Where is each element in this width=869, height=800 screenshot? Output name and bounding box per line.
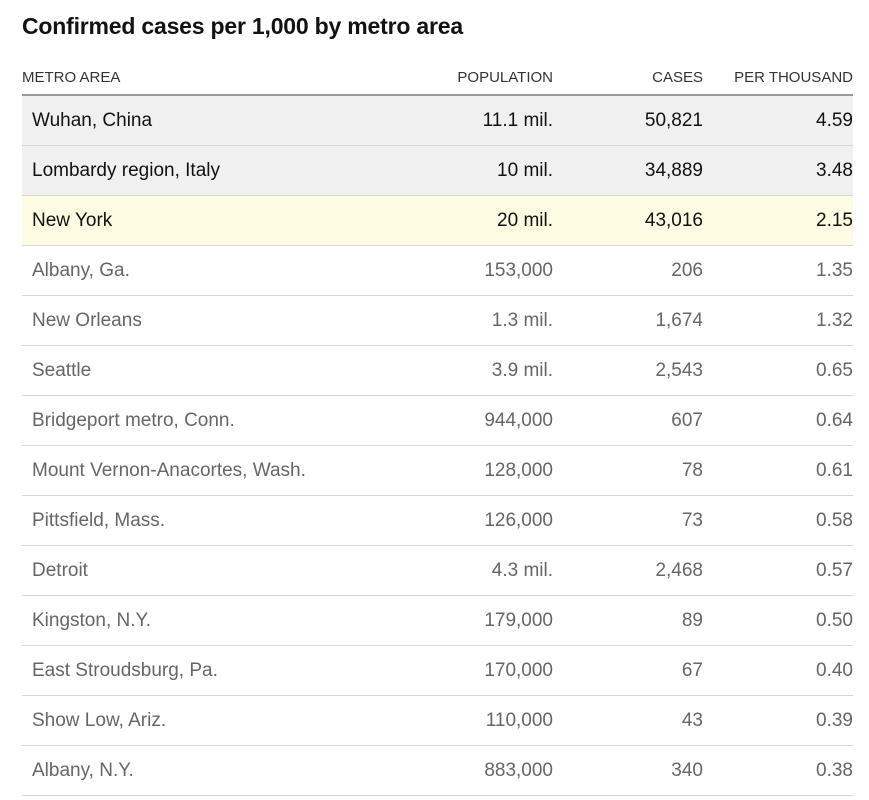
cell-per-thousand: 2.15: [816, 209, 853, 231]
cell-per-thousand: 1.35: [816, 259, 853, 281]
header-metro-area: METRO AREA: [22, 68, 121, 86]
table-row: Detroit 4.3 mil. 2,468 0.57: [22, 546, 853, 596]
cell-metro-area: Wuhan, China: [32, 109, 153, 131]
cell-metro-area: Lombardy region, Italy: [32, 159, 220, 181]
table-row: New Orleans 1.3 mil. 1,674 1.32: [22, 296, 853, 346]
cell-population: 11.1 mil.: [482, 109, 553, 131]
cell-population: 126,000: [484, 509, 553, 531]
table-row: Show Low, Ariz. 110,000 43 0.39: [22, 696, 853, 746]
cell-metro-area: Seattle: [32, 359, 92, 381]
cell-cases: 78: [681, 459, 703, 481]
cell-per-thousand: 0.64: [816, 409, 853, 431]
cell-per-thousand: 4.59: [816, 109, 853, 131]
cell-cases: 73: [681, 509, 703, 531]
header-population: POPULATION: [457, 68, 553, 86]
header-per-thousand: PER THOUSAND: [734, 68, 853, 86]
cell-per-thousand: 1.32: [816, 309, 853, 331]
table-row: Lombardy region, Italy 10 mil. 34,889 3.48: [22, 146, 853, 196]
table-row: Pittsfield, Mass. 126,000 73 0.58: [22, 496, 853, 546]
cell-population: 153,000: [484, 259, 553, 281]
cell-metro-area: East Stroudsburg, Pa.: [32, 659, 218, 681]
cell-population: 3.9 mil.: [491, 359, 553, 381]
cell-per-thousand: 0.58: [816, 509, 853, 531]
cell-population: 179,000: [484, 609, 553, 631]
chart-title: Confirmed cases per 1,000 by metro area: [22, 13, 463, 39]
table-row: Seattle 3.9 mil. 2,543 0.65: [22, 346, 853, 396]
cell-cases: 34,889: [644, 159, 703, 181]
cell-cases: 607: [671, 409, 703, 431]
cell-per-thousand: 0.57: [816, 559, 853, 581]
table-row: Kingston, N.Y. 179,000 89 0.50: [22, 596, 853, 646]
cell-cases: 67: [681, 659, 703, 681]
cell-metro-area: New York: [32, 209, 113, 231]
cell-per-thousand: 0.50: [816, 609, 853, 631]
cell-metro-area: Show Low, Ariz.: [32, 709, 167, 731]
table-row: Bridgeport metro, Conn. 944,000 607 0.64: [22, 396, 853, 446]
table-row: East Stroudsburg, Pa. 170,000 67 0.40: [22, 646, 853, 696]
cell-cases: 340: [671, 759, 703, 781]
cell-population: 10 mil.: [497, 159, 553, 181]
cell-cases: 206: [671, 259, 703, 281]
cell-population: 128,000: [484, 459, 553, 481]
cell-cases: 89: [681, 609, 703, 631]
data-table: METRO AREA POPULATION CASES PER THOUSAND…: [22, 60, 853, 796]
table-header: METRO AREA POPULATION CASES PER THOUSAND: [22, 60, 853, 96]
table-row: Mount Vernon-Anacortes, Wash. 128,000 78 0.…: [22, 446, 853, 496]
cell-metro-area: Albany, Ga.: [32, 259, 130, 281]
cell-population: 1.3 mil.: [491, 309, 553, 331]
cell-metro-area: Pittsfield, Mass.: [32, 509, 166, 531]
table-row: Albany, N.Y. 883,000 340 0.38: [22, 746, 853, 796]
cell-metro-area: Kingston, N.Y.: [32, 609, 152, 631]
cell-per-thousand: 0.65: [816, 359, 853, 381]
cell-population: 944,000: [484, 409, 553, 431]
table-row: Albany, Ga. 153,000 206 1.35: [22, 246, 853, 296]
cell-metro-area: Detroit: [32, 559, 88, 581]
cell-metro-area: New Orleans: [32, 309, 142, 331]
cell-per-thousand: 0.38: [816, 759, 853, 781]
cell-cases: 50,821: [644, 109, 703, 131]
table-row: Wuhan, China 11.1 mil. 50,821 4.59: [22, 96, 853, 146]
cell-metro-area: Albany, N.Y.: [32, 759, 134, 781]
header-cases: CASES: [652, 68, 703, 86]
cell-per-thousand: 0.40: [816, 659, 853, 681]
cell-cases: 43: [681, 709, 703, 731]
cell-per-thousand: 0.61: [816, 459, 853, 481]
cell-population: 4.3 mil.: [491, 559, 553, 581]
cell-per-thousand: 3.48: [816, 159, 853, 181]
cell-cases: 2,468: [655, 559, 703, 581]
cell-population: 20 mil.: [497, 209, 553, 231]
cell-cases: 1,674: [655, 309, 703, 331]
cell-metro-area: Bridgeport metro, Conn.: [32, 409, 235, 431]
table-row: New York 20 mil. 43,016 2.15: [22, 196, 853, 246]
table-body: Wuhan, China 11.1 mil. 50,821 4.59 Lombardy …: [22, 96, 853, 796]
cell-metro-area: Mount Vernon-Anacortes, Wash.: [32, 459, 306, 481]
cell-population: 883,000: [484, 759, 553, 781]
cell-cases: 2,543: [655, 359, 703, 381]
cell-cases: 43,016: [644, 209, 703, 231]
cell-population: 110,000: [485, 709, 553, 731]
cell-population: 170,000: [484, 659, 553, 681]
cell-per-thousand: 0.39: [816, 709, 853, 731]
